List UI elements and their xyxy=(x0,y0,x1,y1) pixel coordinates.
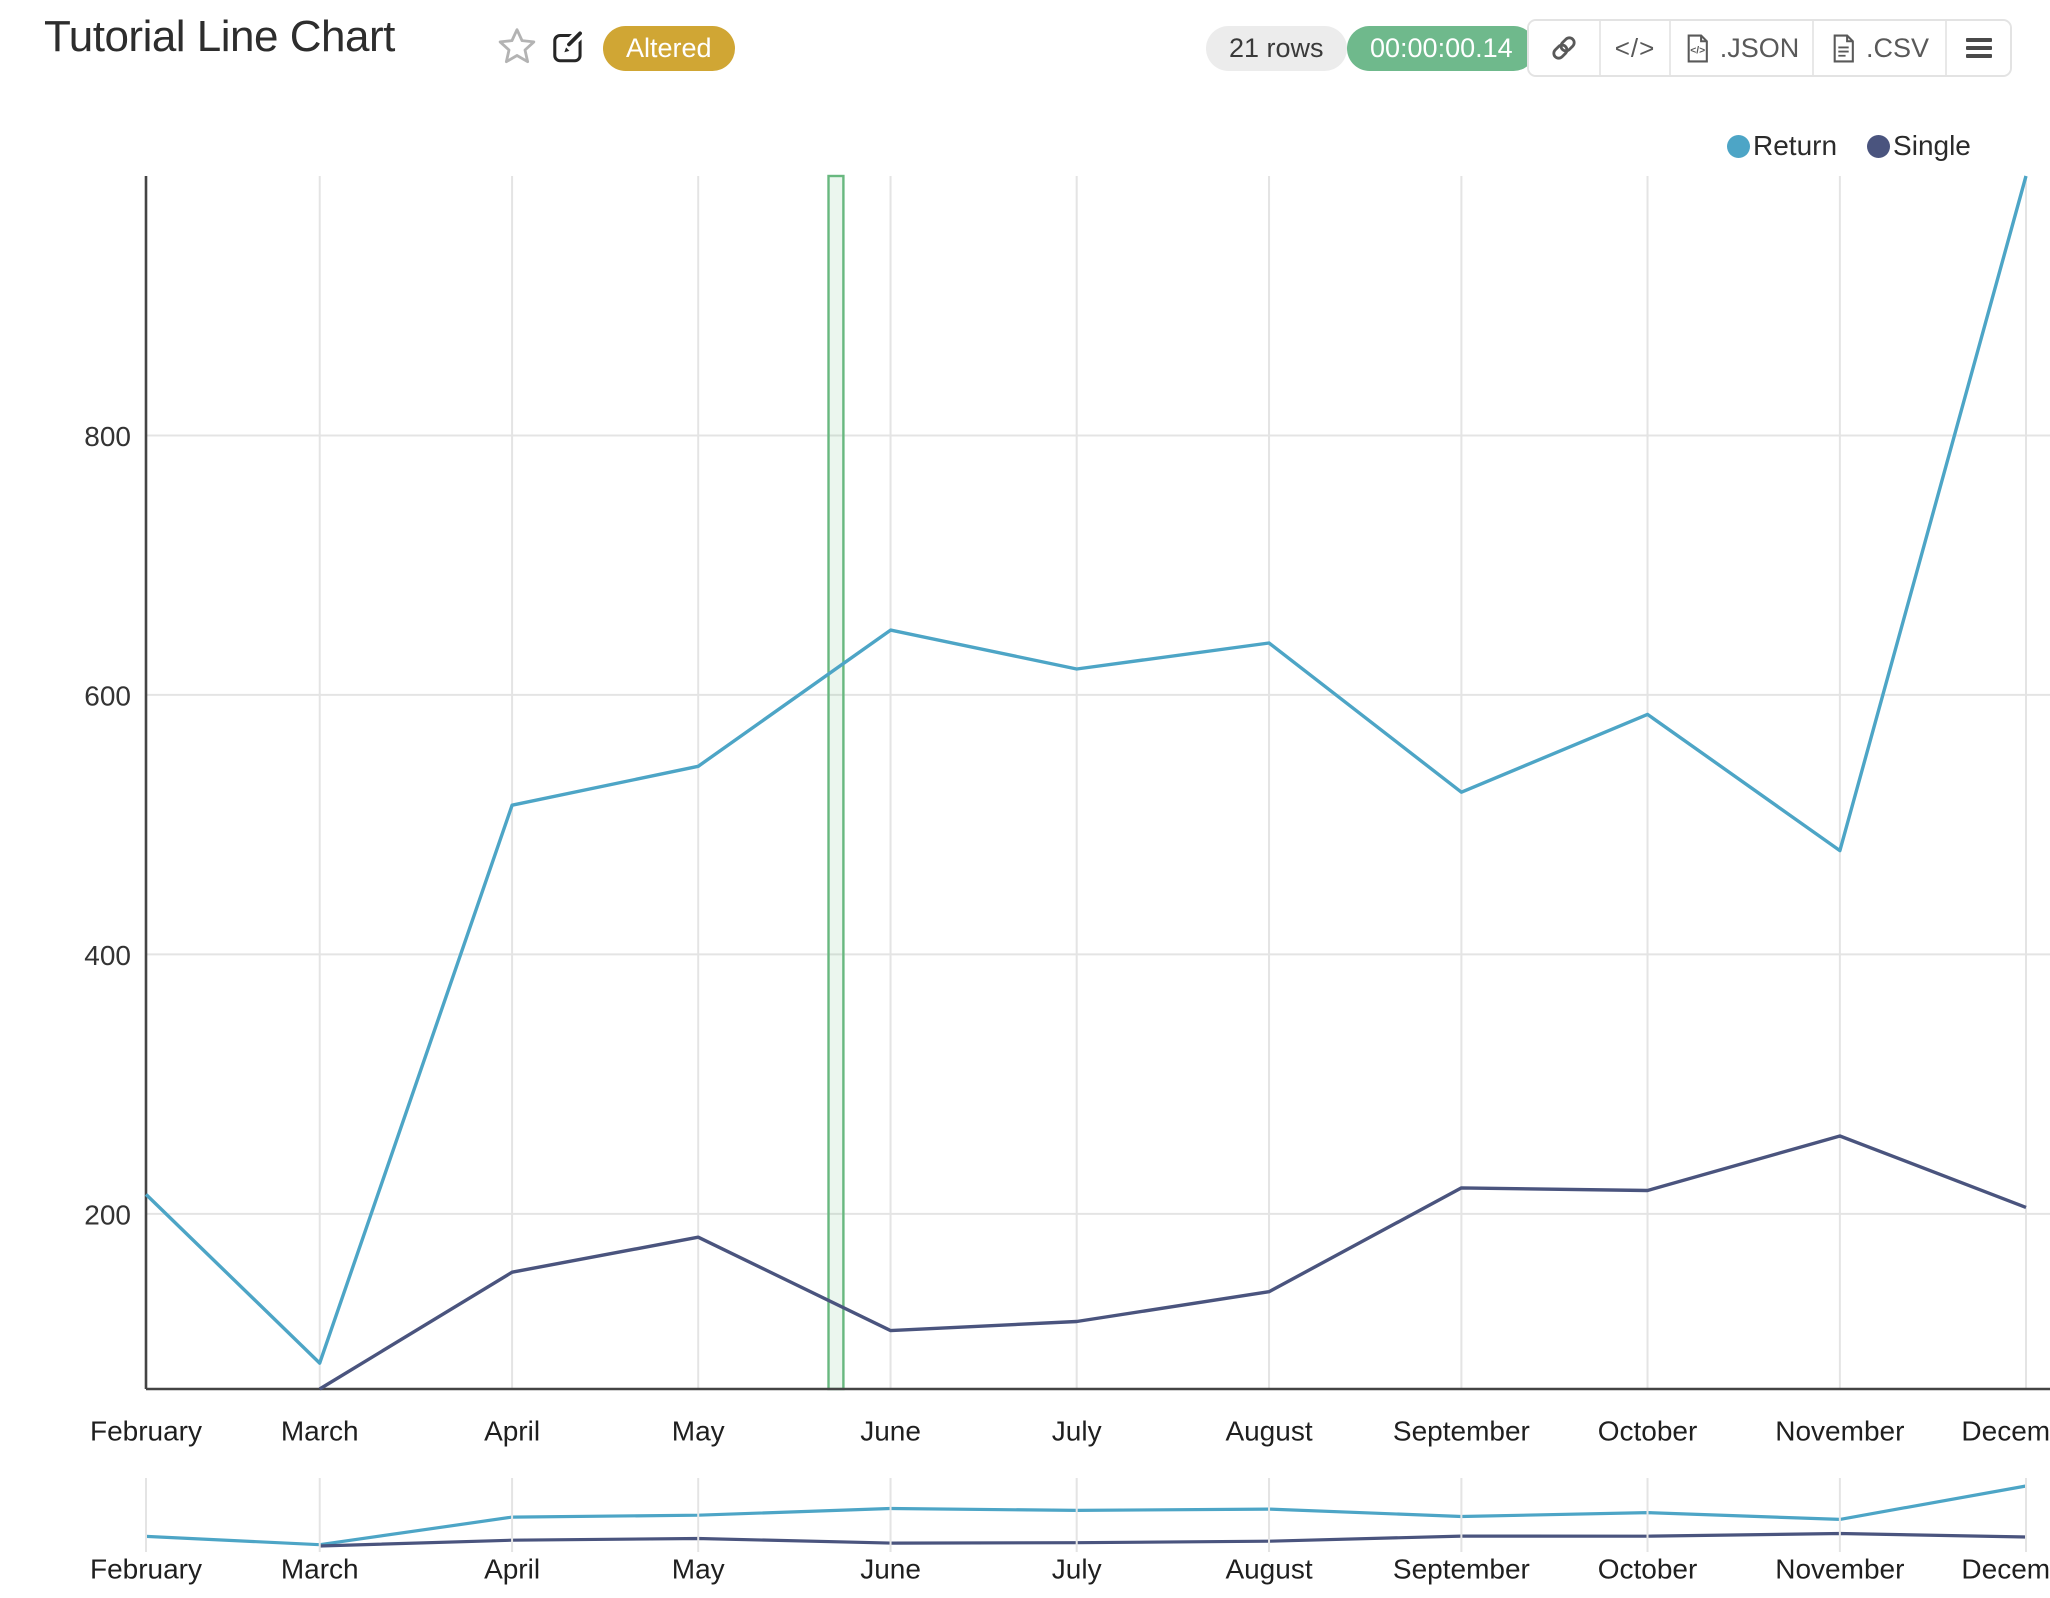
legend-label: Return xyxy=(1753,130,1838,161)
file-code-icon: </> xyxy=(1687,34,1708,62)
rangeslider[interactable]: February March April May June July August Septe… xyxy=(90,1478,2050,1585)
x-tick-label: April xyxy=(484,1416,540,1447)
x-tick-label: May xyxy=(672,1416,725,1447)
rangeslider-tick-label: December xyxy=(1961,1554,2050,1585)
x-tick-label: February xyxy=(90,1416,202,1447)
axis-labels: 200 400 600 800 February March April May June Jul… xyxy=(84,421,2050,1447)
legend-item-single[interactable]: Single xyxy=(1867,130,1971,162)
x-tick-label: August xyxy=(1225,1416,1312,1447)
rangeslider-tick-label: June xyxy=(860,1554,921,1585)
x-tick-label: December xyxy=(1961,1416,2050,1447)
edit-button[interactable] xyxy=(549,26,589,66)
rangeslider-tick-label: February xyxy=(90,1554,202,1585)
series-line-single[interactable] xyxy=(318,1134,2027,1391)
annotation-band xyxy=(827,174,845,1391)
page-title: Tutorial Line Chart xyxy=(44,12,395,61)
gridlines xyxy=(145,176,2050,1389)
legend-item-return[interactable]: Return xyxy=(1727,130,1837,162)
rangeslider-tick-label: March xyxy=(281,1554,359,1585)
single-series-dot xyxy=(1867,134,1891,158)
y-tick-label: 600 xyxy=(84,680,131,711)
code-icon: </> xyxy=(1614,32,1656,63)
status-badge: Altered xyxy=(603,26,735,71)
main-plot-series[interactable] xyxy=(144,175,2028,1391)
json-button-label: .JSON xyxy=(1719,32,1800,63)
file-text-icon xyxy=(1833,34,1854,62)
link-icon xyxy=(1552,36,1576,60)
rangeslider-tick-label: April xyxy=(484,1554,540,1585)
rangeslider-tick-label: October xyxy=(1598,1554,1698,1585)
export-toolbar: </> </> .JSON .CSV xyxy=(1527,19,2012,77)
favorite-star-button[interactable] xyxy=(497,26,537,66)
row-count-badge: 21 rows xyxy=(1206,26,1347,71)
csv-button-label: .CSV xyxy=(1865,32,1930,63)
rangeslider-tick-label: May xyxy=(672,1554,725,1585)
y-tick-label: 200 xyxy=(84,1199,131,1230)
more-menu-button[interactable] xyxy=(1945,21,2010,75)
x-tick-label: March xyxy=(281,1416,359,1447)
series-line-return[interactable] xyxy=(144,175,2028,1365)
y-tick-label: 400 xyxy=(84,940,131,971)
return-series-dot xyxy=(1727,134,1750,158)
hamburger-menu-icon xyxy=(1965,38,1992,58)
rangeslider-line-single xyxy=(319,1531,2027,1548)
x-tick-label: October xyxy=(1598,1416,1698,1447)
axes xyxy=(144,176,2050,1391)
x-tick-label: September xyxy=(1393,1416,1530,1447)
rangeslider-tick-label: November xyxy=(1775,1554,1904,1585)
x-tick-label: June xyxy=(860,1416,921,1447)
rangeslider-tick-label: September xyxy=(1393,1554,1530,1585)
download-csv-button[interactable]: .CSV xyxy=(1812,21,1945,75)
x-tick-label: July xyxy=(1052,1416,1102,1447)
rangeslider-tick-label: July xyxy=(1052,1554,1102,1585)
chart-legend: Return Single xyxy=(1727,130,1971,162)
svg-text:</>: </> xyxy=(1690,45,1705,56)
download-json-button[interactable]: </> .JSON xyxy=(1669,21,1812,75)
execution-time-badge: 00:00:00.14 xyxy=(1347,26,1536,71)
x-tick-label: November xyxy=(1775,1416,1904,1447)
legend-label: Single xyxy=(1893,130,1971,161)
rangeslider-tick-label: August xyxy=(1225,1554,1312,1585)
edit-pencil-icon xyxy=(553,29,585,63)
share-link-button[interactable] xyxy=(1529,21,1599,75)
star-icon xyxy=(498,28,536,64)
embed-code-button[interactable]: </> xyxy=(1599,21,1669,75)
y-tick-label: 800 xyxy=(84,421,131,452)
